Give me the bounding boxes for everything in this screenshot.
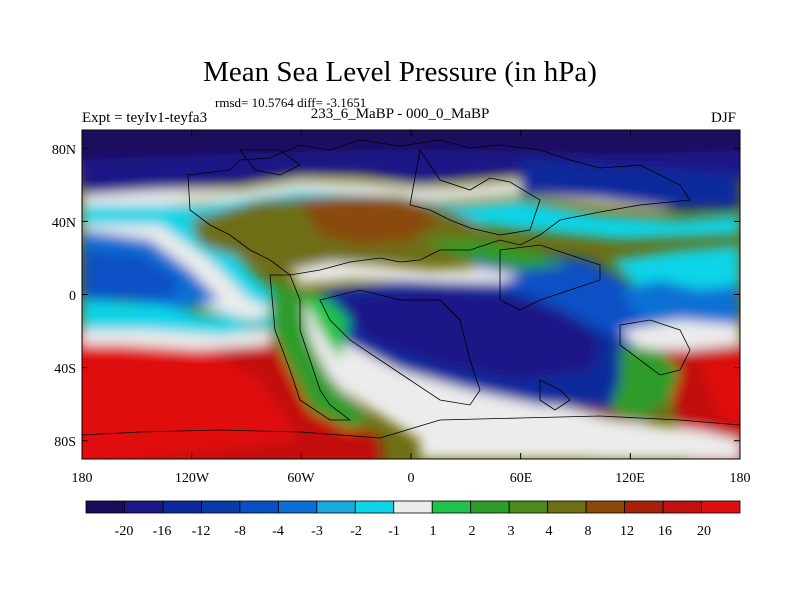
colorbar-swatch — [470, 500, 510, 514]
x-tick-label: 0 — [408, 471, 415, 486]
colorbar-label: -2 — [350, 524, 362, 539]
colorbar-label: -12 — [192, 524, 211, 539]
x-tick-label: 120W — [175, 471, 210, 486]
colorbar-swatch — [239, 500, 279, 514]
colorbar-label: -4 — [272, 524, 284, 539]
colorbar-label: -1 — [388, 524, 400, 539]
colorbar-swatch — [585, 500, 625, 514]
colorbar-swatch — [624, 500, 664, 514]
axis-ticks — [81, 130, 741, 459]
y-tick-label: 80S — [54, 435, 76, 450]
experiment-label: Expt = teyIv1-teyfa3 — [82, 110, 208, 126]
subtitle: 233_6_MaBP - 000_0_MaBP — [310, 106, 490, 122]
colorbar-label: 8 — [585, 524, 592, 539]
colorbar-label: 4 — [546, 524, 553, 539]
x-tick-label: 180 — [730, 471, 751, 486]
colorbar-label: -16 — [153, 524, 172, 539]
y-tick-label: 80N — [52, 143, 76, 158]
y-tick-label: 40S — [54, 362, 76, 377]
chart-title: Mean Sea Level Pressure (in hPa) — [203, 56, 597, 88]
x-tick-label: 180 — [72, 471, 93, 486]
colorbar-swatch — [393, 500, 433, 514]
y-tick-label: 0 — [69, 289, 76, 304]
colorbar-swatch — [277, 500, 318, 514]
season-label: DJF — [711, 110, 737, 126]
colorbar-swatch — [431, 500, 472, 514]
colorbar-label: 20 — [697, 524, 711, 539]
y-tick-label: 40N — [52, 216, 76, 231]
x-tick-label: 60E — [510, 471, 533, 486]
colorbar-label: 12 — [620, 524, 634, 539]
stats-text: rmsd= 10.5764 diff= -3.1651 — [215, 95, 367, 110]
colorbar-swatch — [547, 500, 587, 514]
colorbar-label: -20 — [115, 524, 134, 539]
pressure-field — [82, 130, 740, 459]
colorbar-swatch — [201, 500, 241, 514]
colorbar-label: 3 — [508, 524, 515, 539]
x-tick-label: 120E — [615, 471, 645, 486]
colorbar-label: 2 — [469, 524, 476, 539]
colorbar — [85, 500, 741, 514]
colorbar-swatch — [701, 500, 741, 514]
colorbar-swatch — [354, 500, 395, 514]
colorbar-label: 1 — [430, 524, 437, 539]
colorbar-label: -3 — [311, 524, 323, 539]
colorbar-swatch — [85, 500, 125, 514]
colorbar-swatch — [162, 500, 202, 514]
x-tick-label: 60W — [287, 471, 315, 486]
colorbar-swatch — [508, 500, 549, 514]
colorbar-swatch — [316, 500, 356, 514]
colorbar-label: 16 — [658, 524, 672, 539]
coastlines — [82, 139, 740, 439]
colorbar-label: -8 — [234, 524, 246, 539]
colorbar-swatch — [662, 500, 702, 514]
colorbar-swatch — [124, 500, 164, 514]
colorbar-labels: -20 -16 -12 -8 -4 -3 -2 -1 1 2 3 4 8 12 … — [115, 524, 711, 539]
